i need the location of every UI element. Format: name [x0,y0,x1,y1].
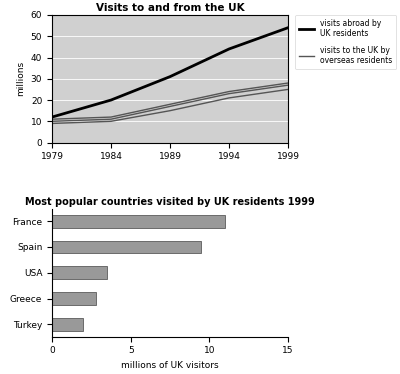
Bar [52,318,84,331]
Legend: visits abroad by
UK residents, visits to the UK by
overseas residents: visits abroad by UK residents, visits to… [295,15,396,69]
Y-axis label: millions: millions [16,61,25,96]
Title: Visits to and from the UK: Visits to and from the UK [96,3,244,13]
visits abroad by
UK residents [109,98,114,102]
visits abroad by
UK residents [226,47,231,51]
visits to the UK by
overseas residents [226,89,231,94]
visits to the UK by
overseas residents [286,81,290,85]
visits abroad by
UK residents [168,74,172,79]
Line: visits abroad by
UK residents: visits abroad by UK residents [52,28,288,117]
visits to the UK by
overseas residents [168,102,172,107]
visits to the UK by
overseas residents [50,117,54,122]
Bar [52,266,107,279]
X-axis label: millions of UK visitors: millions of UK visitors [121,361,219,370]
Line: visits to the UK by
overseas residents: visits to the UK by overseas residents [52,83,288,119]
Bar [52,240,202,254]
Title: Most popular countries visited by UK residents 1999: Most popular countries visited by UK res… [25,197,315,207]
Bar [52,292,96,305]
visits abroad by
UK residents [50,115,54,119]
Bar [52,215,225,228]
visits to the UK by
overseas residents [109,115,114,119]
visits abroad by
UK residents [286,25,290,30]
